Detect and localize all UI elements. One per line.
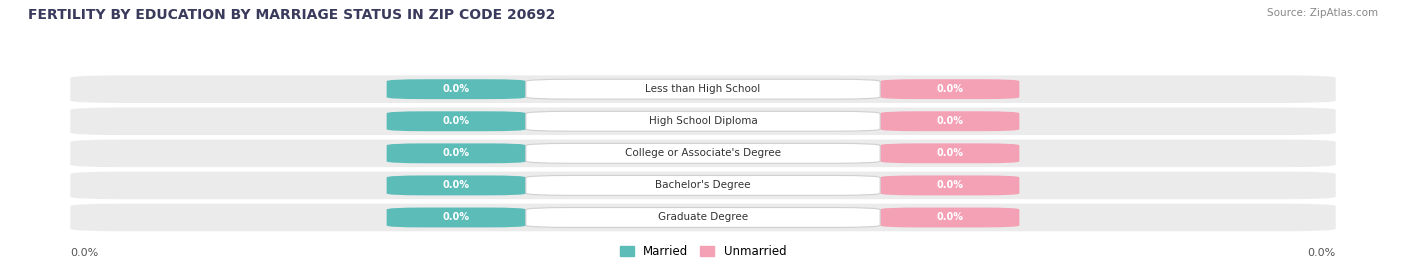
FancyBboxPatch shape: [526, 111, 880, 131]
Text: 0.0%: 0.0%: [936, 84, 963, 94]
FancyBboxPatch shape: [70, 140, 1336, 167]
FancyBboxPatch shape: [880, 175, 1019, 195]
Text: 0.0%: 0.0%: [936, 116, 963, 126]
FancyBboxPatch shape: [880, 111, 1019, 131]
Text: Graduate Degree: Graduate Degree: [658, 213, 748, 222]
Text: 0.0%: 0.0%: [443, 148, 470, 158]
FancyBboxPatch shape: [387, 143, 526, 163]
FancyBboxPatch shape: [387, 111, 526, 131]
FancyBboxPatch shape: [526, 143, 880, 163]
FancyBboxPatch shape: [387, 175, 526, 195]
Text: 0.0%: 0.0%: [443, 84, 470, 94]
Text: Source: ZipAtlas.com: Source: ZipAtlas.com: [1267, 8, 1378, 18]
FancyBboxPatch shape: [70, 75, 1336, 103]
Text: 0.0%: 0.0%: [70, 248, 98, 258]
FancyBboxPatch shape: [880, 208, 1019, 227]
Text: Bachelor's Degree: Bachelor's Degree: [655, 180, 751, 190]
FancyBboxPatch shape: [880, 79, 1019, 99]
FancyBboxPatch shape: [526, 79, 880, 99]
Text: 0.0%: 0.0%: [443, 116, 470, 126]
Text: 0.0%: 0.0%: [936, 180, 963, 190]
FancyBboxPatch shape: [387, 208, 526, 227]
Text: 0.0%: 0.0%: [1308, 248, 1336, 258]
FancyBboxPatch shape: [387, 79, 526, 99]
FancyBboxPatch shape: [70, 107, 1336, 135]
Text: Less than High School: Less than High School: [645, 84, 761, 94]
Text: 0.0%: 0.0%: [443, 213, 470, 222]
Text: 0.0%: 0.0%: [443, 180, 470, 190]
Text: 0.0%: 0.0%: [936, 148, 963, 158]
FancyBboxPatch shape: [880, 143, 1019, 163]
Text: High School Diploma: High School Diploma: [648, 116, 758, 126]
FancyBboxPatch shape: [526, 208, 880, 227]
FancyBboxPatch shape: [526, 175, 880, 195]
FancyBboxPatch shape: [70, 172, 1336, 199]
Text: FERTILITY BY EDUCATION BY MARRIAGE STATUS IN ZIP CODE 20692: FERTILITY BY EDUCATION BY MARRIAGE STATU…: [28, 8, 555, 22]
Legend: Married, Unmarried: Married, Unmarried: [614, 241, 792, 263]
FancyBboxPatch shape: [70, 204, 1336, 231]
Text: 0.0%: 0.0%: [936, 213, 963, 222]
Text: College or Associate's Degree: College or Associate's Degree: [626, 148, 780, 158]
